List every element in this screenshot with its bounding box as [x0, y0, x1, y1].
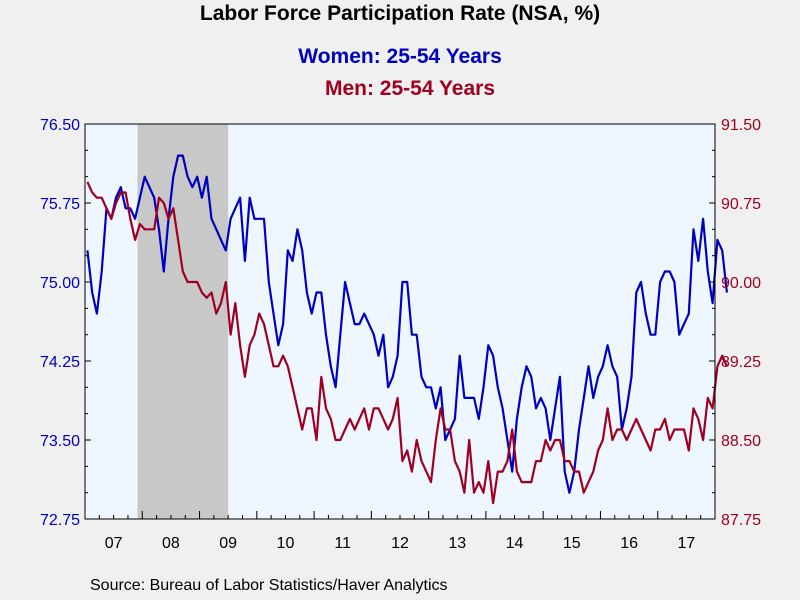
x-axis-label: 08: [162, 535, 180, 552]
left-axis-label: 75.75: [40, 196, 80, 213]
x-axis-label: 15: [563, 535, 581, 552]
x-axis-label: 12: [391, 535, 409, 552]
x-axis-label: 14: [506, 535, 524, 552]
right-axis-label: 91.50: [721, 117, 761, 134]
x-axis-label: 10: [277, 535, 295, 552]
right-axis-label: 89.25: [721, 354, 761, 371]
x-axis-label: 11: [334, 535, 351, 552]
left-axis-label: 74.25: [40, 354, 80, 371]
right-axis-label: 88.50: [721, 433, 761, 450]
x-axis-label: 13: [448, 535, 466, 552]
x-axis-label: 09: [219, 535, 237, 552]
right-axis-label: 90.00: [721, 275, 761, 292]
right-axis-label: 90.75: [721, 196, 761, 213]
series-men-line: [86, 181, 728, 505]
legend-women: Women: 25-54 Years: [298, 45, 502, 68]
x-axis-label: 17: [677, 535, 695, 552]
x-axis-label: 07: [105, 535, 123, 552]
left-axis-label: 75.00: [40, 275, 80, 292]
left-axis-label: 72.75: [40, 512, 80, 529]
source-note: Source: Bureau of Labor Statistics/Haver…: [90, 577, 448, 594]
x-axis-label: 16: [620, 535, 638, 552]
right-axis-label: 87.75: [721, 512, 761, 529]
recession-shading: [137, 124, 229, 519]
chart-title: Labor Force Participation Rate (NSA, %): [199, 2, 601, 25]
left-axis-label: 76.50: [40, 117, 80, 134]
left-axis-label: 73.50: [40, 433, 80, 450]
legend-men: Men: 25-54 Years: [324, 77, 496, 100]
series-women-line: [86, 154, 728, 494]
